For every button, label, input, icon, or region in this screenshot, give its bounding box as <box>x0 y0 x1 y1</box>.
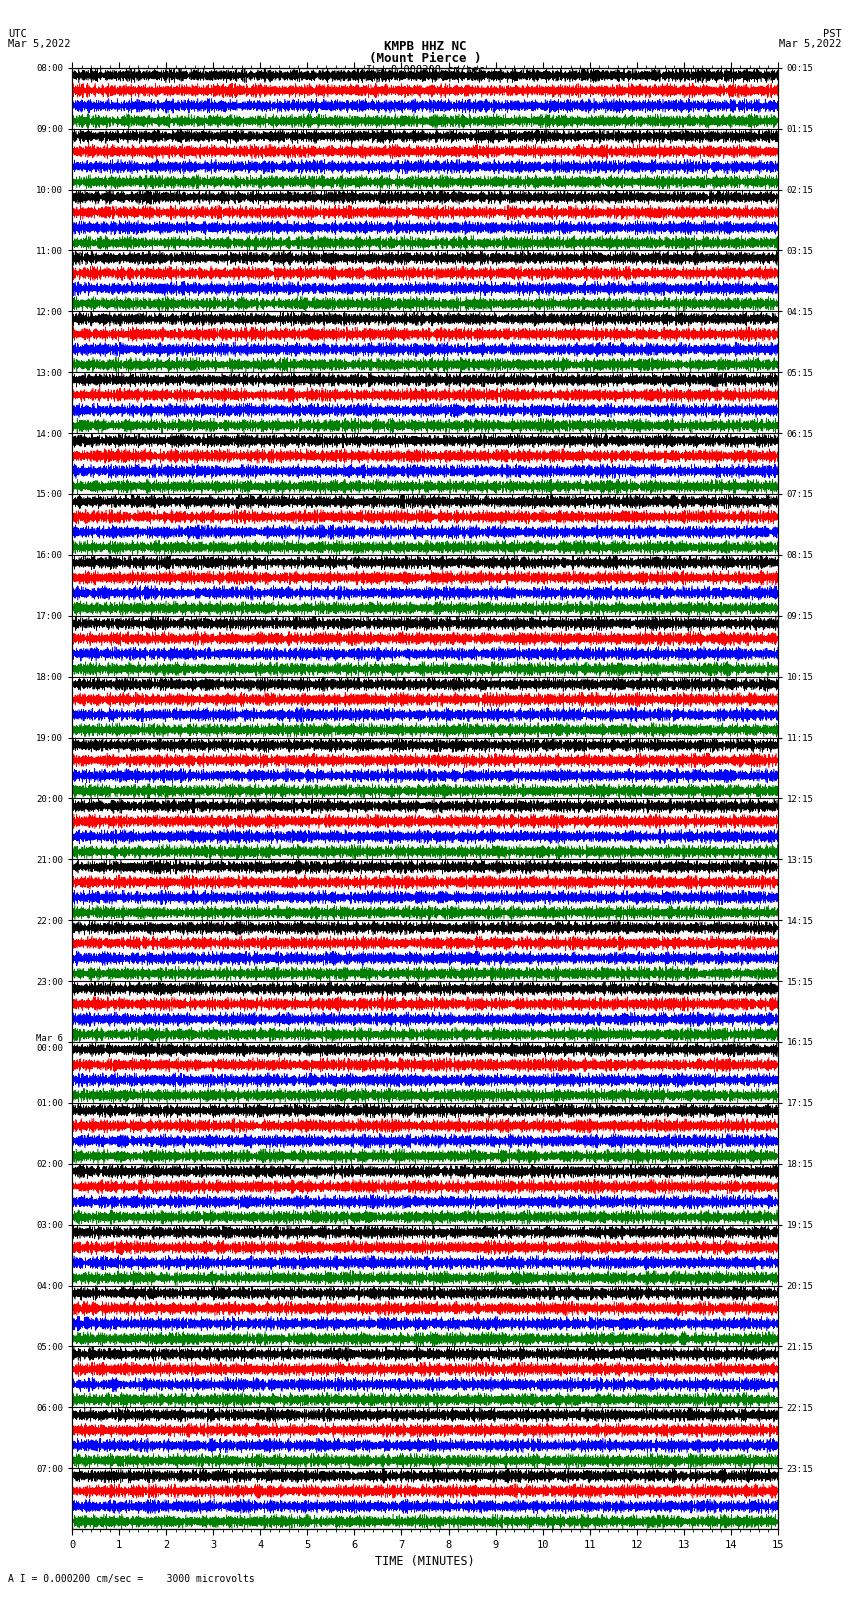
X-axis label: TIME (MINUTES): TIME (MINUTES) <box>375 1555 475 1568</box>
Text: PST: PST <box>823 29 842 39</box>
Text: I = 0.000200 cm/sec: I = 0.000200 cm/sec <box>366 65 484 74</box>
Text: A I = 0.000200 cm/sec =    3000 microvolts: A I = 0.000200 cm/sec = 3000 microvolts <box>8 1574 255 1584</box>
Text: (Mount Pierce ): (Mount Pierce ) <box>369 52 481 65</box>
Text: Mar 5,2022: Mar 5,2022 <box>779 39 842 48</box>
Text: Mar 5,2022: Mar 5,2022 <box>8 39 71 48</box>
Text: UTC: UTC <box>8 29 27 39</box>
Text: KMPB HHZ NC: KMPB HHZ NC <box>383 40 467 53</box>
